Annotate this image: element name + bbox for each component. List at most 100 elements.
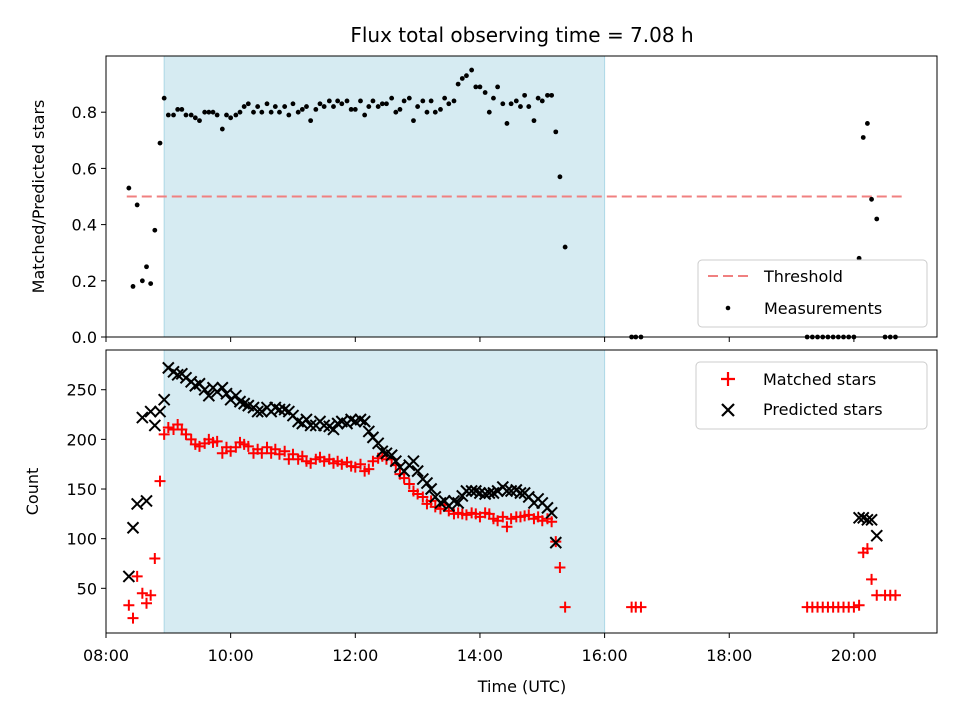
measurement-point [459, 76, 465, 81]
legend-predicted-swatch [721, 403, 735, 417]
measurement-point [157, 140, 163, 146]
measurement-point [210, 109, 216, 115]
x-axis-label: Time (UTC) [477, 677, 566, 696]
measurement-point [171, 112, 176, 118]
matched-star-point [162, 421, 174, 433]
predicted-star-point [514, 486, 527, 500]
matched-star-point [398, 472, 410, 484]
top-legend: Threshold Measurements [697, 259, 928, 328]
measurement-point [317, 101, 323, 107]
measurement-point [549, 92, 555, 98]
measurement-point [144, 264, 149, 270]
predicted-star-point [122, 570, 136, 583]
measurement-point [308, 118, 314, 124]
predicted-star-point [202, 389, 216, 402]
measurement-point [464, 73, 469, 79]
measurement-point [415, 104, 421, 109]
legend-threshold-label: Threshold [763, 267, 843, 286]
measurement-point [255, 104, 261, 109]
bottom-y-axis: 50 100 150 200 250 [66, 381, 106, 598]
measurement-point [321, 104, 327, 109]
matched-star-point [363, 463, 375, 475]
matched-star-point [505, 513, 517, 525]
measurement-point [268, 109, 274, 115]
measurement-point [424, 109, 430, 115]
measurement-point [384, 101, 389, 107]
measurement-point [874, 216, 880, 222]
measurement-point [175, 106, 181, 112]
measurement-point [161, 95, 167, 101]
matched-star-point [141, 597, 153, 609]
measurement-point [432, 109, 438, 115]
measurement-point [295, 109, 301, 115]
matched-star-point [279, 445, 291, 457]
measurement-point [148, 281, 154, 287]
measurement-point [228, 115, 234, 121]
measurement-point [179, 106, 185, 112]
measurement-point [304, 104, 309, 109]
measurement-point [438, 106, 443, 112]
measurement-point [264, 101, 270, 107]
matched-star-point [127, 612, 139, 624]
measurement-point [469, 67, 475, 73]
measurement-point [214, 112, 220, 118]
measurement-point [455, 81, 461, 87]
measurement-point [188, 112, 194, 118]
measurement-point [397, 106, 403, 112]
measurement-point [197, 118, 202, 124]
top-y-tick-label: 0.4 [72, 216, 97, 235]
x-tick-label: 12:00 [332, 646, 378, 665]
measurement-point [313, 106, 319, 112]
measurement-point [245, 101, 251, 107]
bottom-y-tick-label: 200 [66, 430, 97, 449]
measurement-point [241, 104, 247, 109]
matched-star-point [501, 521, 513, 533]
bottom-y-axis-label: Count [23, 468, 42, 516]
measurement-point [375, 104, 381, 109]
measurement-point [139, 278, 145, 284]
predicted-stars-series [122, 361, 883, 583]
top-x-ticks [105, 337, 855, 342]
measurement-point [206, 109, 212, 115]
bottom-legend-box [695, 361, 928, 430]
matched-stars-series [123, 418, 901, 624]
matched-star-point [889, 589, 901, 601]
measurement-point [473, 84, 479, 90]
measurement-point [130, 284, 136, 289]
measurement-point [362, 112, 368, 118]
bottom-legend: Matched stars Predicted stars [695, 361, 928, 430]
measurement-point [557, 174, 563, 180]
matched-star-point [546, 516, 558, 528]
bottom-plot-frame [105, 349, 938, 634]
matched-star-point [123, 599, 135, 611]
measurement-point [233, 112, 239, 118]
predicted-star-point [407, 455, 420, 468]
matched-star-point [145, 589, 157, 601]
predicted-star-point [420, 476, 434, 490]
measurement-point [869, 196, 874, 202]
measurement-point [401, 98, 407, 104]
predicted-star-point [545, 506, 558, 520]
matched-star-point [136, 587, 148, 599]
predicted-star-point [171, 368, 184, 382]
matched-star-point [318, 455, 330, 467]
measurement-point [352, 106, 358, 112]
measurement-point [442, 95, 448, 101]
top-y-tick-label: 0.2 [72, 272, 97, 291]
matched-star-point [853, 599, 865, 611]
predicted-star-point [362, 425, 376, 438]
measurement-point [335, 98, 341, 104]
x-tick-label: 14:00 [457, 646, 503, 665]
measurement-point [518, 104, 523, 109]
measurement-point [486, 109, 492, 115]
matched-star-point [180, 428, 192, 440]
measurement-point [331, 104, 336, 109]
bottom-panel: 50 100 150 200 250 08:00 10:00 12:00 14:00 16:00… [23, 349, 938, 696]
top-y-tick-label: 0.6 [72, 159, 97, 178]
top-y-tick-label: 0.0 [72, 328, 97, 347]
measurement-point [389, 95, 395, 101]
measurement-point [865, 121, 870, 126]
measurement-point [290, 101, 296, 107]
x-tick-label: 16:00 [582, 646, 628, 665]
